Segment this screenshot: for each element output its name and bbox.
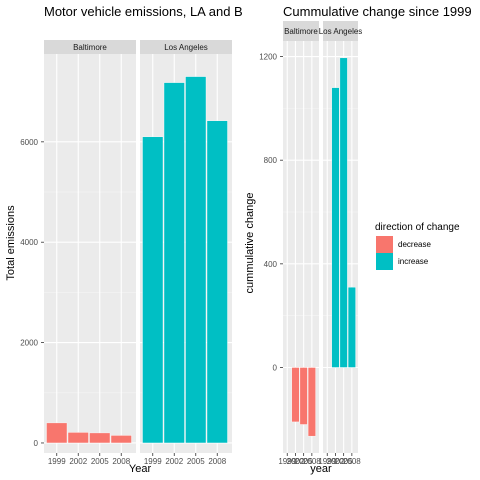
x-tick-label: 2008 (208, 457, 226, 466)
x-tick-label: 2005 (295, 457, 313, 466)
facet-strip (44, 40, 136, 54)
bar (206, 120, 228, 444)
bar (67, 432, 89, 444)
facet-strip-label: Los Angeles (319, 27, 363, 36)
y-tick-label: 0 (34, 439, 39, 448)
x-tick-label: 2002 (287, 457, 305, 466)
x-tick-label: 2005 (91, 457, 109, 466)
x-tick-label: 1999 (48, 457, 66, 466)
x-tick-label: 1999 (144, 457, 162, 466)
legend: direction of change decrease increase (375, 222, 460, 270)
facet-strip-label: Baltimore (284, 27, 318, 36)
bar (163, 82, 185, 444)
left-y-axis-title: Total emissions (5, 205, 17, 281)
y-tick-label: 6000 (20, 138, 38, 147)
bar (110, 435, 132, 444)
x-tick-label: 1999 (318, 457, 336, 466)
x-tick-label: 2002 (69, 457, 87, 466)
right-x-axis-title: year (310, 463, 332, 475)
right-y-axis-title: cummulative change (244, 193, 256, 294)
panel-background (44, 54, 136, 453)
legend-label-increase: increase (398, 257, 429, 266)
bar (291, 367, 300, 423)
legend-swatch-increase (376, 253, 393, 270)
right-chart-title: Cummulative change since 1999 (283, 4, 472, 19)
legend-swatch-decrease (376, 236, 393, 253)
y-tick-label: 1200 (259, 53, 277, 62)
left-chart-title: Motor vehicle emissions, LA and B (44, 4, 243, 19)
bar (347, 286, 356, 368)
x-tick-label: 2002 (165, 457, 183, 466)
y-tick-label: 800 (264, 156, 278, 165)
x-tick-label: 2005 (187, 457, 205, 466)
y-tick-label: 0 (273, 363, 278, 372)
x-tick-label: 2008 (343, 457, 361, 466)
x-tick-label: 2008 (303, 457, 321, 466)
facet-strip-label: Baltimore (73, 43, 107, 52)
facet-strip (140, 40, 232, 54)
x-tick-label: 2002 (327, 457, 345, 466)
bar (46, 422, 68, 444)
y-tick-label: 2000 (20, 339, 38, 348)
x-tick-label: 1999 (278, 457, 296, 466)
bar (331, 87, 340, 368)
legend-title: direction of change (375, 222, 460, 233)
bar (299, 367, 308, 425)
facet-strip (283, 21, 319, 41)
legend-label-decrease: decrease (398, 240, 431, 249)
bar (185, 76, 207, 444)
y-tick-label: 4000 (20, 238, 38, 247)
y-tick-label: 400 (264, 260, 278, 269)
x-tick-label: 2008 (112, 457, 130, 466)
bar (339, 57, 348, 368)
left-x-axis-title: Year (129, 463, 152, 475)
bar (89, 432, 111, 444)
facet-strip (323, 21, 358, 41)
bar (142, 136, 164, 444)
facet-strip-label: Los Angeles (164, 43, 208, 52)
bar (307, 367, 316, 437)
x-tick-label: 2005 (335, 457, 353, 466)
